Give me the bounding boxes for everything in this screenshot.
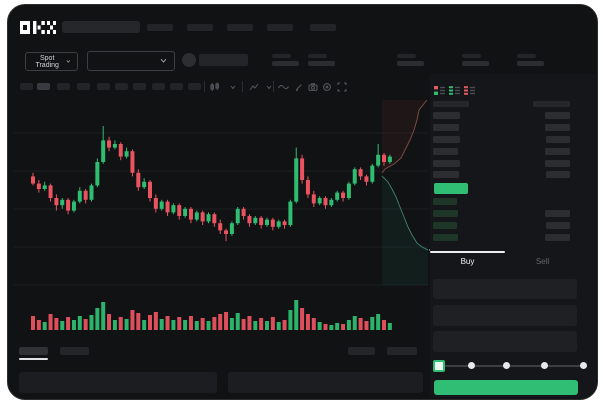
ask-amount-placeholder	[545, 160, 570, 167]
ask-amount-placeholder	[545, 124, 570, 131]
book-bids-icon[interactable]	[449, 82, 460, 100]
nav-item-placeholder[interactable]	[310, 24, 336, 31]
ticker-stat-label	[517, 54, 536, 58]
line-tool-icon[interactable]	[278, 81, 289, 92]
bottom-tab-active[interactable]	[19, 347, 48, 355]
timeframe-button[interactable]	[97, 83, 110, 90]
timeframe-button[interactable]	[57, 83, 70, 90]
timeframe-button[interactable]	[152, 83, 165, 90]
price-field[interactable]	[433, 279, 577, 299]
ask-price-placeholder[interactable]	[433, 171, 459, 178]
ticker-stat-value	[272, 61, 299, 66]
coin-icon	[182, 53, 196, 67]
amount-slider-track[interactable]	[437, 365, 583, 367]
fullscreen-icon[interactable]	[336, 81, 347, 92]
timeframe-button[interactable]	[133, 83, 146, 90]
bottom-panel	[19, 372, 217, 393]
ticker-stat-label	[462, 54, 481, 58]
ask-amount-placeholder	[545, 148, 570, 155]
nav-item-placeholder[interactable]	[267, 24, 293, 31]
app-window: Spot Trading	[7, 4, 598, 400]
nav-item-placeholder[interactable]	[187, 24, 213, 31]
pair-name-placeholder	[199, 54, 248, 66]
timeframe-button[interactable]	[188, 83, 201, 90]
search-input[interactable]	[62, 21, 140, 33]
ask-price-placeholder[interactable]	[433, 160, 460, 167]
buy-submit-button[interactable]	[434, 380, 578, 395]
chevron-down-icon	[160, 58, 167, 63]
tab-sell[interactable]: Sell	[535, 257, 550, 266]
book-asks-icon[interactable]	[464, 82, 475, 100]
last-price-badge[interactable]	[434, 183, 468, 194]
total-field[interactable]	[433, 331, 577, 352]
price-column-header	[433, 101, 469, 107]
ask-price-placeholder[interactable]	[433, 124, 459, 131]
depth-chart	[381, 99, 429, 285]
timeframe-button[interactable]	[170, 83, 183, 90]
toolbar-divider	[242, 81, 243, 92]
bottom-action-placeholder[interactable]	[387, 347, 417, 355]
ticker-stat-value	[517, 61, 544, 66]
ticker-stat-label	[397, 54, 416, 58]
ask-price-placeholder[interactable]	[433, 148, 458, 155]
pair-selector-dropdown[interactable]	[87, 51, 175, 71]
book-combined-icon[interactable]	[434, 82, 445, 100]
nav-item-placeholder[interactable]	[227, 24, 253, 31]
candles-layer	[31, 126, 392, 242]
amount-field[interactable]	[433, 305, 577, 326]
toolbar-divider	[204, 81, 205, 92]
bottom-action-placeholder[interactable]	[348, 347, 375, 355]
candles-style-icon[interactable]	[209, 81, 220, 92]
timeframe-button[interactable]	[37, 83, 50, 90]
bid-amount-placeholder	[546, 222, 570, 229]
bottom-tab-active-underline	[19, 358, 48, 360]
ticker-stat-label	[308, 54, 327, 58]
ticker-stat-value	[308, 61, 335, 66]
app-canvas: Spot Trading	[8, 5, 597, 399]
bottom-tab[interactable]	[60, 347, 89, 355]
tab-buy[interactable]: Buy	[460, 257, 475, 266]
bottom-panel	[228, 372, 423, 393]
amount-column-header	[533, 101, 570, 107]
timeframe-button[interactable]	[77, 83, 90, 90]
price-chart[interactable]	[14, 96, 432, 344]
chevron-down-icon[interactable]	[263, 81, 274, 92]
ticker-stat-label	[272, 54, 291, 58]
ask-amount-placeholder	[546, 136, 570, 143]
camera-icon[interactable]	[307, 81, 318, 92]
timeframe-button[interactable]	[20, 83, 33, 90]
ask-amount-placeholder	[546, 171, 570, 178]
timeframe-button[interactable]	[115, 83, 128, 90]
indicators-icon[interactable]	[248, 81, 259, 92]
slider-step-dot[interactable]	[580, 362, 587, 369]
chevron-down-icon	[66, 60, 71, 63]
okx-logo	[20, 21, 56, 34]
ticker-stat-value	[462, 61, 489, 66]
ask-amount-placeholder	[545, 112, 570, 119]
bid-price-placeholder[interactable]	[433, 210, 458, 217]
grid-lines	[14, 132, 428, 286]
volume-layer	[31, 300, 392, 330]
ask-price-placeholder[interactable]	[433, 136, 460, 143]
bid-price-placeholder[interactable]	[433, 234, 458, 241]
buy-tab-indicator	[430, 251, 505, 253]
slider-handle[interactable]	[433, 360, 445, 372]
toolbar-divider	[273, 81, 274, 92]
bid-amount-placeholder	[545, 210, 570, 217]
bid-price-placeholder[interactable]	[433, 222, 457, 229]
market-type-dropdown[interactable]: Spot Trading	[25, 52, 78, 71]
settings-icon[interactable]	[321, 81, 332, 92]
ask-price-placeholder[interactable]	[433, 112, 460, 119]
draw-tool-icon[interactable]	[293, 81, 304, 92]
nav-item-placeholder[interactable]	[147, 24, 173, 31]
bid-amount-placeholder	[545, 234, 570, 241]
bid-price-placeholder[interactable]	[433, 198, 457, 205]
market-type-label: Spot Trading	[35, 54, 59, 69]
slider-step-dot[interactable]	[503, 362, 510, 369]
slider-step-dot[interactable]	[541, 362, 548, 369]
slider-step-dot[interactable]	[468, 362, 475, 369]
chevron-down-icon[interactable]	[227, 81, 238, 92]
ticker-stat-value	[397, 61, 424, 66]
